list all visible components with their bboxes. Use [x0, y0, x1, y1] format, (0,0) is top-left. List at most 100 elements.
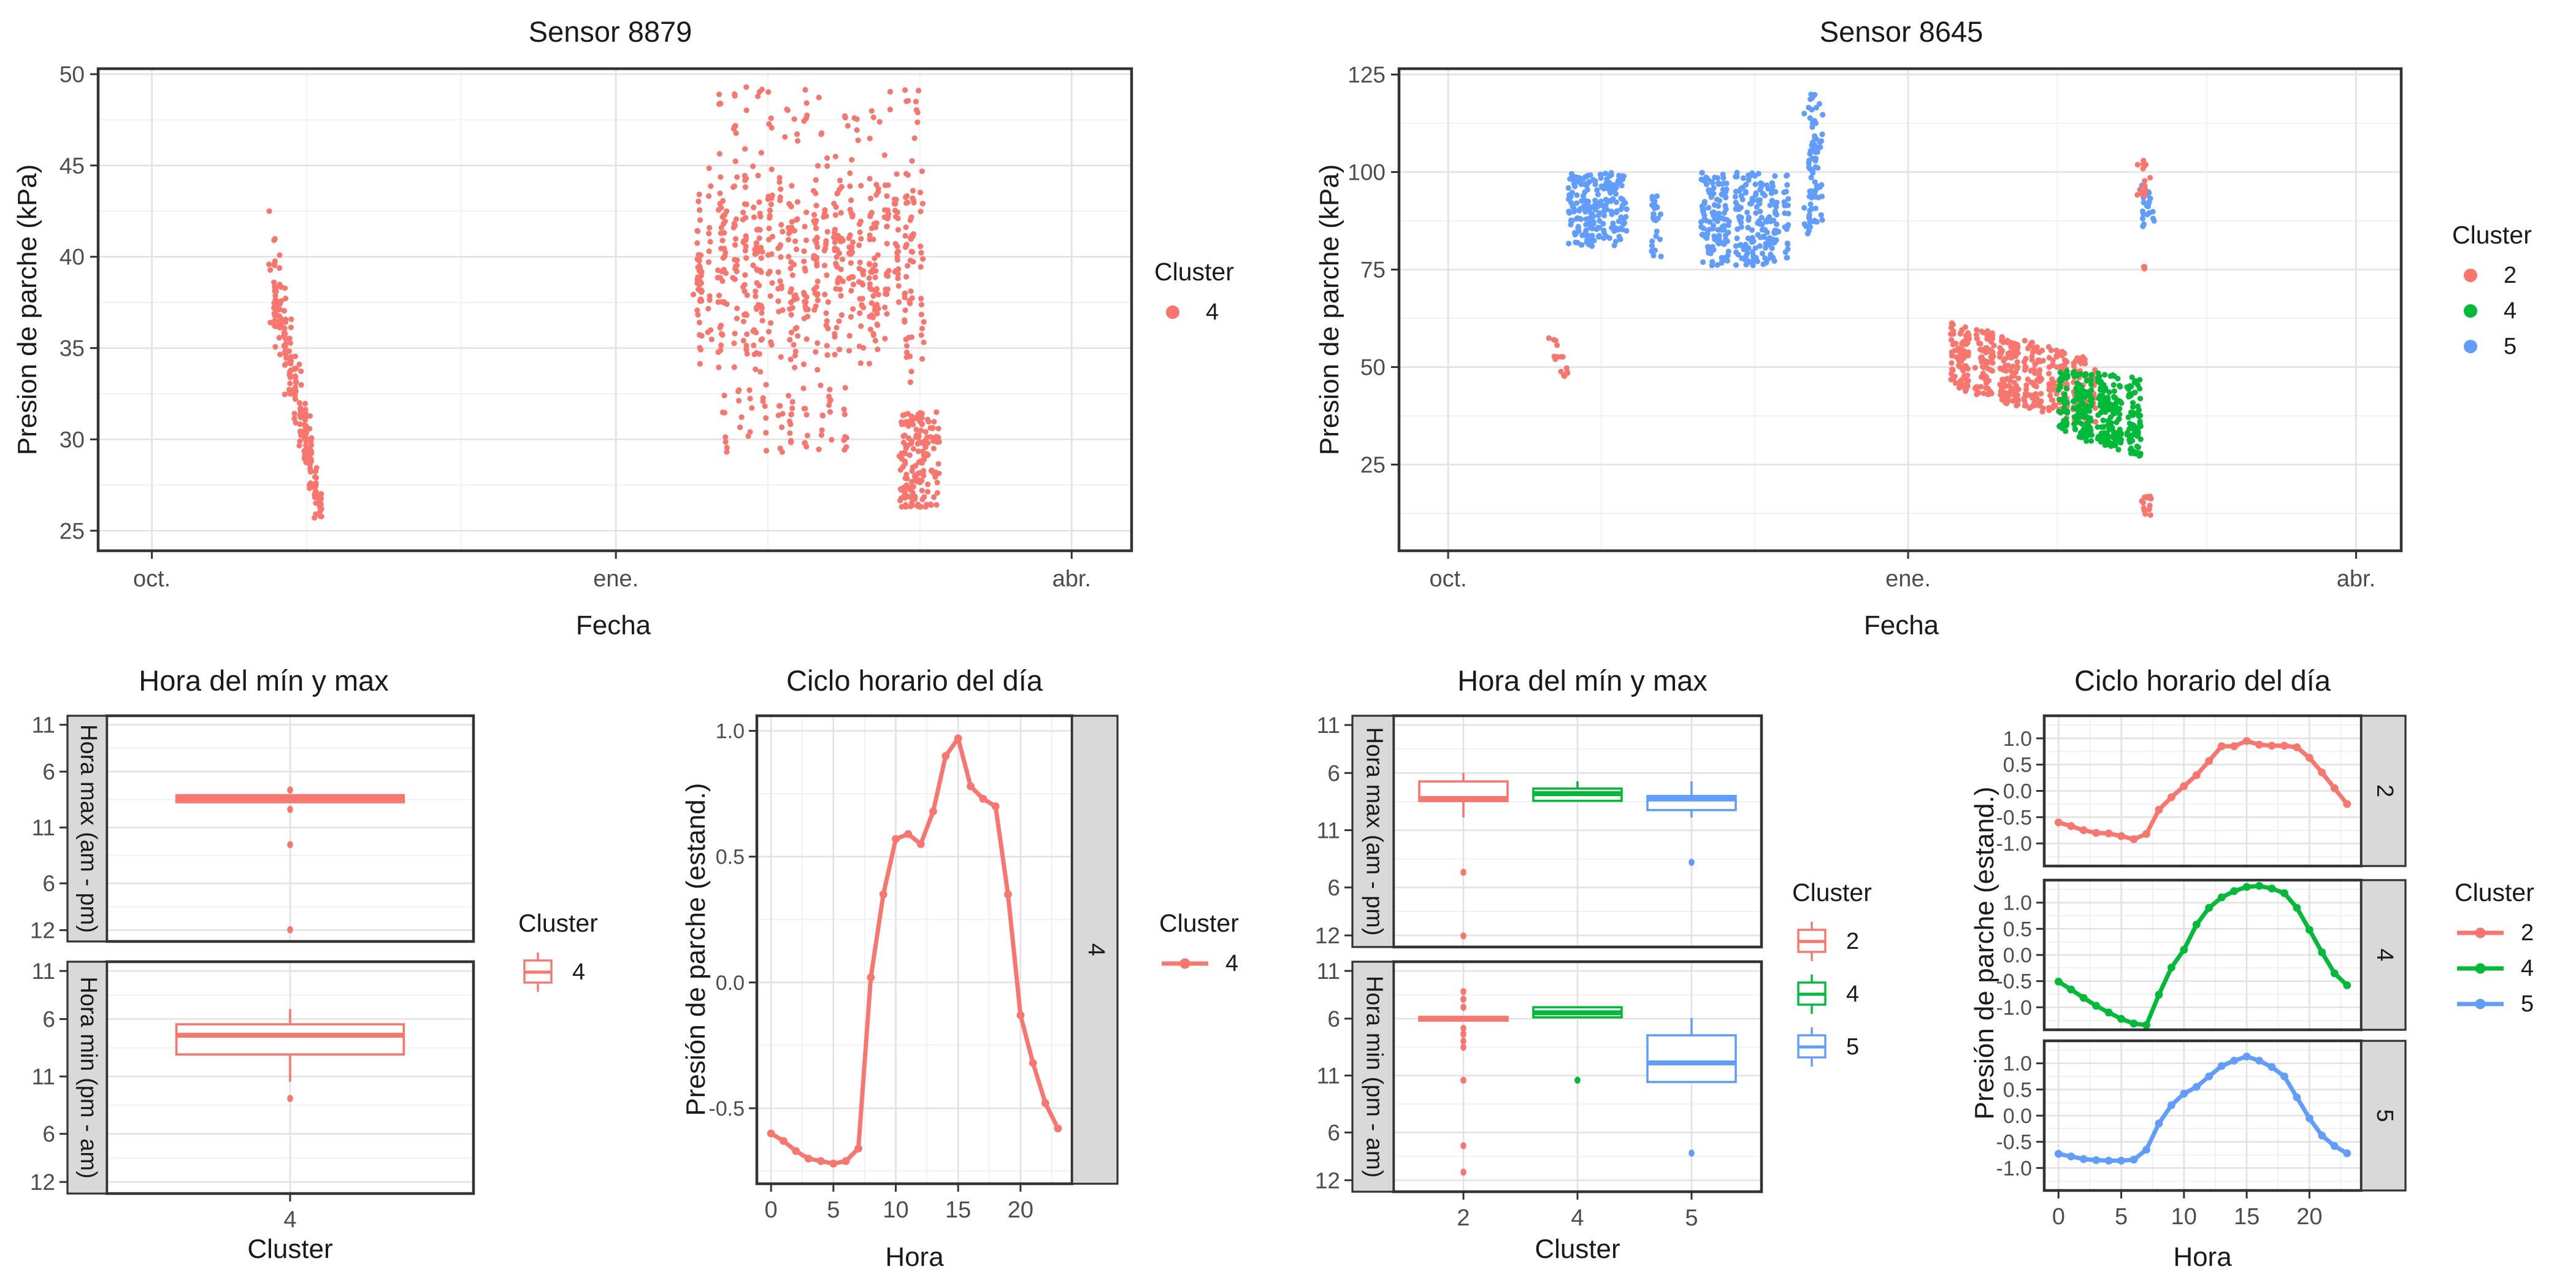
y-tick-label: 0.0	[716, 972, 745, 995]
y-tick-label: 1.0	[716, 720, 745, 743]
legend-key-box-icon	[523, 953, 553, 992]
y-tick-label: -1.0	[1996, 832, 2032, 856]
cycle-points-cluster-4	[2054, 882, 2352, 1029]
x-axis-label: Fecha	[575, 610, 651, 640]
cycle-line-cluster-4	[770, 736, 1060, 1166]
y-tick-label: 50	[59, 62, 85, 87]
legend-item-cluster-2: 2	[2452, 262, 2532, 289]
cycle-panel-8879: 4 1.0 0.5 0.0 -0.5 0 5 10 15 20	[708, 714, 1119, 1223]
figure-boxplot-8879: Hora max (am - pm) 11 6 11 6 12 Hora min (pm -…	[0, 650, 644, 1288]
chart-title: Ciclo horario del día	[2074, 664, 2331, 697]
scatter-points-sensor-8645-group5	[1546, 335, 1560, 348]
y-tick-label: 11	[1317, 713, 1340, 738]
y-tick-label: 11	[32, 815, 55, 840]
legend-key-point-icon	[2464, 269, 2477, 282]
y-tick-label: -0.5	[1996, 806, 2032, 829]
scatter-points-sensor-8879-group3	[716, 84, 922, 144]
legend-item-label: 4	[1206, 299, 1219, 325]
y-tick-label: 6	[1327, 1120, 1340, 1145]
x-tick-label: 5	[2115, 1204, 2128, 1230]
y-tick-label: -0.5	[1996, 970, 2032, 994]
figure-cycle-8879: 4 1.0 0.5 0.0 -0.5 0 5 10 15 20 Ciclo horario del…	[644, 650, 1294, 1288]
figure-sensor-8645: 125 100 75 50 25 oct. ene. abr. Sensor 8645 Pre…	[1294, 0, 2576, 650]
y-tick-label: -1.0	[1996, 1157, 2032, 1180]
facet-strip-label: 5	[2372, 1109, 2398, 1122]
figure-cycle-8645: 2 1.0 0.5 0.0 -0.5 -1.0 4 1.0 0.5 0.0 -0.5 -1.0 5 1.0…	[1907, 650, 2576, 1288]
legend-items: 2 4 5	[1792, 919, 1872, 1069]
facet-strip	[1351, 715, 1395, 948]
y-tick-label: 75	[1360, 258, 1386, 283]
x-tick-label: 0	[2052, 1204, 2065, 1230]
outlier-point	[287, 805, 293, 813]
boxplot-panel-8645: Hora max (am - pm) 11 6 11 6 12 Hora min (pm -…	[1315, 713, 1763, 1231]
legend-title: Cluster	[2455, 878, 2534, 907]
x-tick-label: 15	[2234, 1204, 2260, 1230]
legend-item-cluster-4: 4	[518, 950, 598, 994]
legend-key-line-icon	[2457, 999, 2504, 1010]
scatter-points-sensor-8879-group0	[266, 208, 324, 521]
outlier-point	[287, 926, 293, 933]
cycle-line-cluster-5	[2058, 1054, 2348, 1163]
x-tick-label: abr.	[1052, 566, 1091, 592]
legend-item-cluster-4: 4	[2455, 955, 2534, 982]
legend-key-line-icon	[2457, 927, 2504, 938]
facet-strip-label: Hora max (am - pm)	[1361, 727, 1387, 936]
chart-title: Sensor 8645	[1819, 15, 1984, 48]
x-tick-label: 4	[283, 1207, 296, 1233]
facet-strip-label: Hora min (pm - am)	[75, 976, 101, 1178]
facet-strip	[2360, 715, 2407, 867]
outlier-point	[1460, 932, 1466, 940]
y-tick-label: 11	[32, 959, 55, 984]
y-tick-label: 11	[32, 1064, 55, 1089]
legend-item-label: 4	[572, 959, 586, 985]
y-tick-label: 1.0	[2003, 727, 2032, 751]
y-tick-label: 0.0	[2003, 780, 2032, 803]
y-tick-label: 45	[59, 153, 85, 178]
outlier-point	[287, 841, 293, 848]
facet-strip	[2360, 1040, 2407, 1192]
y-tick-label: 125	[1347, 63, 1386, 88]
y-tick-label: 6	[42, 759, 55, 784]
y-tick-label: 0.0	[2003, 944, 2032, 967]
outlier-point	[1460, 1076, 1466, 1084]
legend-key-point-icon	[2464, 304, 2477, 318]
y-tick-label: 100	[1347, 160, 1386, 185]
legend-item-cluster-4: 4	[1154, 299, 1234, 326]
y-axis-label: Presión de parche (estand.)	[681, 783, 711, 1116]
y-tick-label: -0.5	[708, 1097, 745, 1121]
outlier-point	[1460, 995, 1466, 1003]
facet-strip	[1071, 715, 1119, 1185]
scatter-panel-sensor-8645: 125 100 75 50 25 oct. ene. abr.	[1347, 63, 2403, 592]
y-tick-label: 1.0	[2003, 892, 2032, 915]
legend-item-cluster-2: 2	[1792, 919, 1872, 964]
x-tick-label: ene.	[593, 566, 638, 592]
outlier-point	[1460, 1024, 1466, 1032]
facet-strip-label: Hora min (pm - am)	[1361, 976, 1387, 1178]
y-tick-label: 12	[30, 918, 55, 943]
legend-item-label: 2	[2521, 919, 2534, 946]
legend-boxplot-8645: Cluster 2 4 5	[1792, 878, 1872, 1069]
y-tick-label: 0.5	[2003, 1078, 2032, 1102]
outlier-point	[1689, 1149, 1695, 1157]
legend-items: 2 4 5	[2455, 919, 2534, 1018]
outlier-point	[1460, 1142, 1466, 1149]
y-tick-label: 0.5	[2003, 918, 2032, 941]
cycle-line-cluster-2	[2058, 738, 2349, 841]
x-axis-label: Cluster	[247, 1234, 333, 1264]
y-tick-label: 25	[1360, 452, 1386, 477]
x-tick-label: 2	[1457, 1205, 1470, 1231]
cycle-points-cluster-2	[2054, 737, 2352, 843]
outlier-point	[1460, 1168, 1466, 1176]
y-tick-label: 6	[1327, 1006, 1340, 1032]
outlier-point	[1460, 1003, 1466, 1011]
scatter-points-sensor-8645-group0	[1565, 170, 1630, 249]
cycle-points-cluster-4	[767, 734, 1062, 1168]
y-tick-label: 12	[1315, 923, 1340, 948]
legend-key-point-icon	[2464, 340, 2477, 353]
outlier-point	[1460, 1030, 1466, 1038]
chart-title: Hora del mín y max	[1457, 664, 1708, 697]
facet-strip	[2360, 879, 2407, 1031]
y-tick-label: 11	[1317, 959, 1340, 984]
outlier-point	[1460, 1043, 1466, 1051]
outlier-point	[1460, 1037, 1466, 1045]
